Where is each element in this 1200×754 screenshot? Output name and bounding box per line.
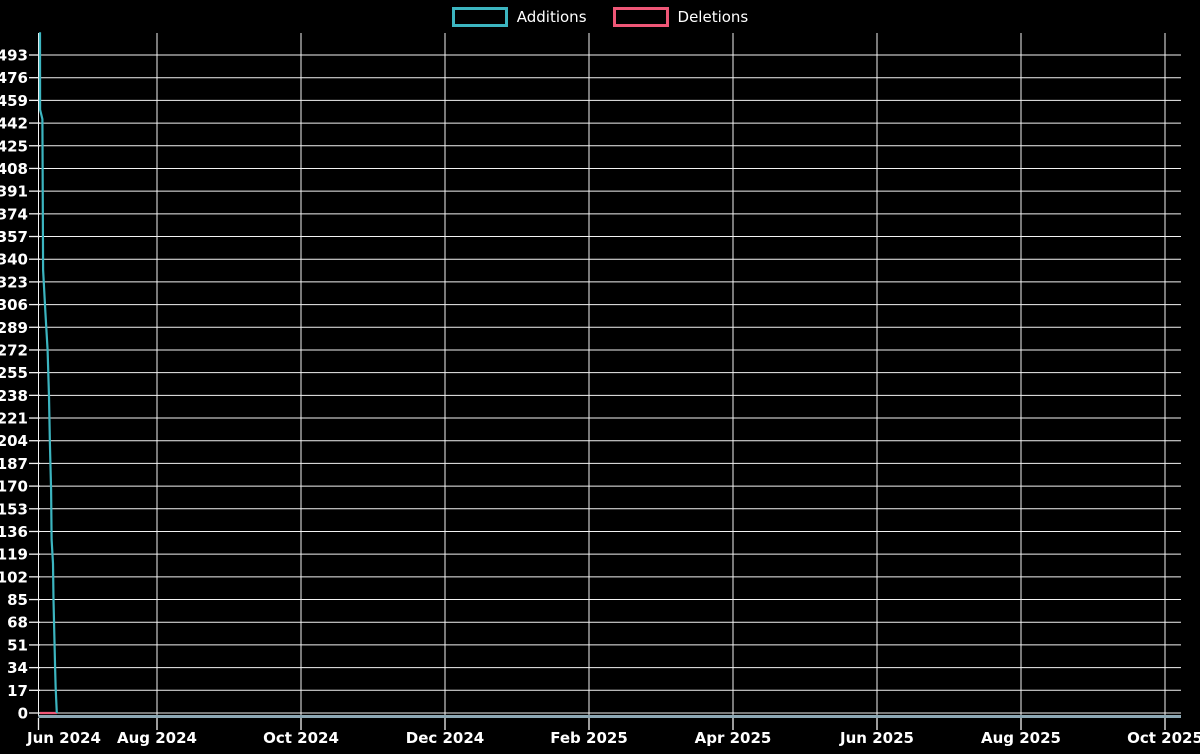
y-tick-label: 204 <box>0 432 28 450</box>
legend-item-additions[interactable]: Additions <box>451 7 587 27</box>
y-tick-label: 408 <box>0 160 28 178</box>
x-tick-label: Dec 2024 <box>406 729 485 747</box>
x-gridlines <box>38 33 1166 717</box>
y-tick-label: 136 <box>0 523 28 541</box>
x-tick-label: Apr 2025 <box>695 729 772 747</box>
x-axis-ticks: Jun 2024 Aug 2024 Oct 2024 Dec 2024 Feb 2025… <box>26 718 1200 747</box>
y-tick-label: 51 <box>7 636 28 654</box>
y-tick-label: 85 <box>7 591 28 609</box>
y-tick-label: 187 <box>0 455 28 473</box>
y-tick-label: 425 <box>0 137 28 155</box>
y-tick-label: 340 <box>0 251 28 269</box>
x-tick-label: Aug 2025 <box>981 729 1061 747</box>
y-tick-label: 17 <box>7 682 28 700</box>
y-tick-label: 68 <box>7 614 28 632</box>
y-tick-label: 442 <box>0 115 28 133</box>
chart-legend: Additions Deletions <box>0 7 1200 27</box>
y-tick-label: 102 <box>0 568 28 586</box>
y-tick-label: 289 <box>0 319 28 337</box>
x-tick-label: Feb 2025 <box>550 729 628 747</box>
y-tick-label: 493 <box>0 47 28 65</box>
y-tick-label: 476 <box>0 69 28 87</box>
y-tick-label: 323 <box>0 273 28 291</box>
y-tick-label: 272 <box>0 341 28 359</box>
y-tick-label: 221 <box>0 410 28 428</box>
y-tick-label: 34 <box>7 659 28 677</box>
y-tick-label: 306 <box>0 296 28 314</box>
x-tick-label: Oct 2024 <box>263 729 339 747</box>
additions-line <box>38 32 58 714</box>
x-tick-label: Oct 2025 <box>1127 729 1200 747</box>
y-gridlines <box>38 54 1181 714</box>
deletions-swatch-icon <box>612 7 669 27</box>
y-tick-label: 170 <box>0 478 28 496</box>
y-tick-label: 374 <box>0 205 28 223</box>
x-tick-label: Jun 2024 <box>26 729 101 747</box>
y-tick-label: 238 <box>0 387 28 405</box>
y-tick-label: 357 <box>0 228 28 246</box>
y-tick-label: 153 <box>0 500 28 518</box>
additions-swatch-icon <box>451 7 508 27</box>
y-tick-label: 255 <box>0 364 28 382</box>
legend-item-deletions[interactable]: Deletions <box>612 7 749 27</box>
y-tick-label: 459 <box>0 92 28 110</box>
x-tick-label: Aug 2024 <box>117 729 197 747</box>
y-tick-label: 119 <box>0 546 28 564</box>
y-axis-ticks: 0 17 34 51 68 85 102 119 136 153 170 187 204 221 238 25… <box>0 47 40 723</box>
legend-label-additions: Additions <box>516 8 587 26</box>
legend-label-deletions: Deletions <box>677 8 749 26</box>
x-tick-label: Jun 2025 <box>839 729 914 747</box>
y-tick-label: 0 <box>18 705 28 723</box>
y-tick-label: 391 <box>0 183 28 201</box>
